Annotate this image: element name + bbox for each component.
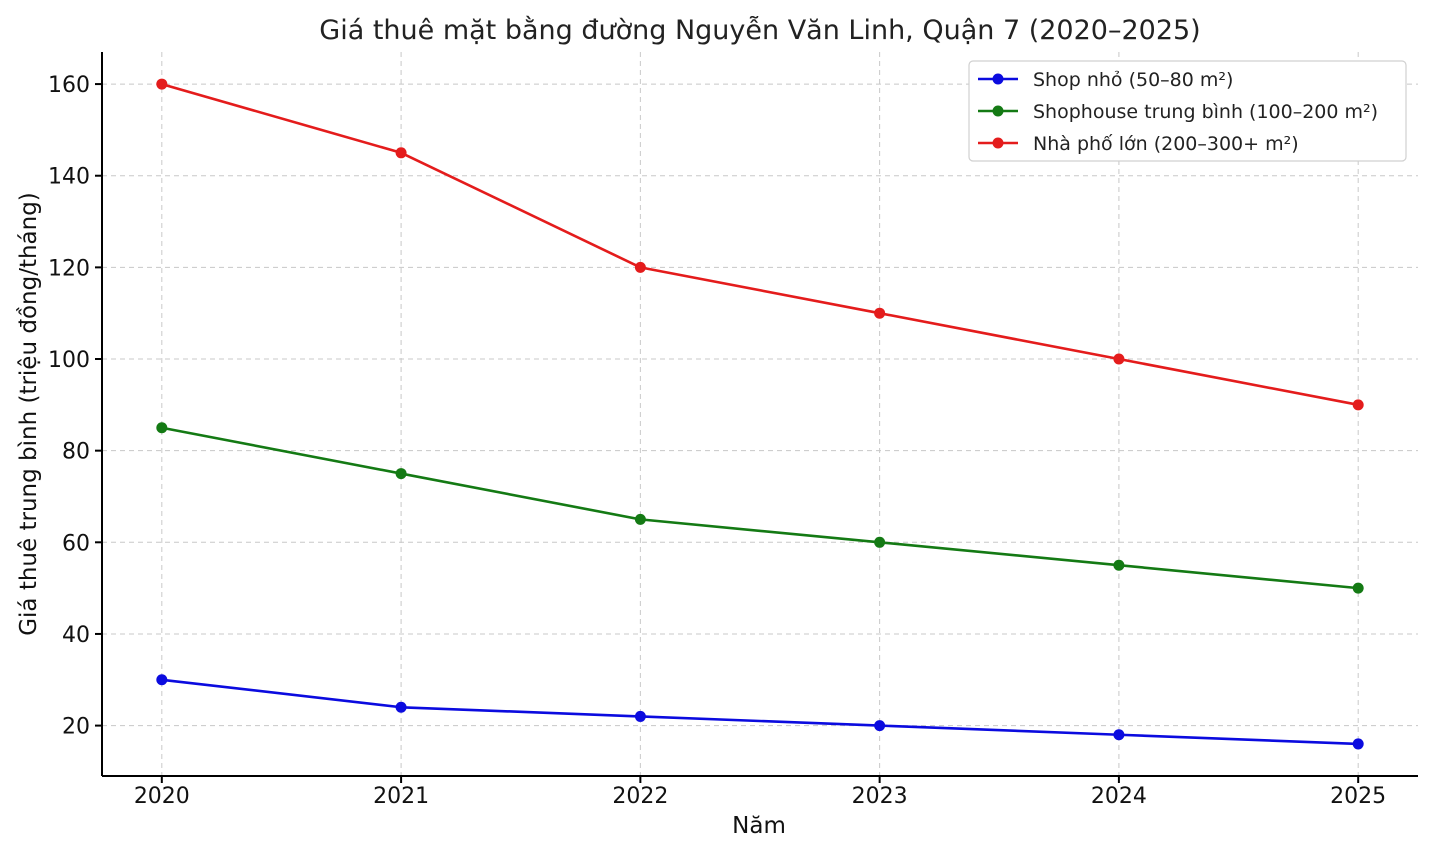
- data-point: [874, 720, 886, 732]
- legend-marker: [992, 73, 1004, 85]
- data-point: [1352, 582, 1364, 594]
- data-point: [634, 710, 646, 722]
- y-ticks: 20 40 60 80 100 120 140 160: [48, 73, 102, 740]
- series-2: [156, 422, 1364, 594]
- data-point: [1352, 738, 1364, 750]
- series-3: [156, 78, 1364, 411]
- data-point: [874, 536, 886, 548]
- data-point: [156, 674, 168, 686]
- legend-item: Shop nhỏ (50–80 m²): [978, 69, 1233, 91]
- series-line: [161, 426, 1359, 590]
- data-point: [395, 468, 407, 480]
- y-tick-label: 60: [62, 531, 90, 556]
- series-group: [156, 78, 1364, 750]
- x-tick-label: 2020: [134, 784, 190, 809]
- x-tick-label: 2025: [1330, 784, 1386, 809]
- y-tick-label: 140: [48, 165, 90, 190]
- legend-label: Nhà phố lớn (200–300+ m²): [1033, 133, 1299, 155]
- x-tick-label: 2024: [1091, 784, 1147, 809]
- chart-title: Giá thuê mặt bằng đường Nguyễn Văn Linh,…: [319, 15, 1200, 46]
- axes: [101, 52, 1418, 777]
- legend: Shop nhỏ (50–80 m²) Shophouse trung bình …: [968, 60, 1407, 162]
- x-tick-label: 2021: [373, 784, 429, 809]
- y-tick-label: 160: [48, 73, 90, 98]
- x-tick-label: 2023: [852, 784, 908, 809]
- y-tick-label: 20: [62, 715, 90, 740]
- legend-marker: [992, 137, 1004, 149]
- legend-item: Shophouse trung bình (100–200 m²): [978, 101, 1378, 123]
- y-tick-label: 120: [48, 256, 90, 281]
- legend-box: [968, 60, 1407, 162]
- grid-lines: [102, 52, 1418, 776]
- data-point: [1113, 353, 1125, 365]
- data-point: [1113, 729, 1125, 741]
- data-point: [395, 701, 407, 713]
- data-point: [1352, 399, 1364, 411]
- y-tick-label: 80: [62, 440, 90, 465]
- legend-label: Shop nhỏ (50–80 m²): [1033, 69, 1233, 91]
- data-point: [395, 147, 407, 159]
- x-ticks: 2020 2021 2022 2023 2024 2025: [134, 776, 1386, 809]
- data-point: [156, 78, 168, 90]
- y-axis-label: Giá thuê trung bình (triệu đồng/tháng): [16, 192, 42, 636]
- x-tick-label: 2022: [612, 784, 668, 809]
- data-point: [874, 307, 886, 319]
- y-tick-label: 100: [48, 348, 90, 373]
- data-point: [156, 422, 168, 434]
- data-point: [1113, 559, 1125, 571]
- legend-marker: [992, 105, 1004, 117]
- legend-item: Nhà phố lớn (200–300+ m²): [978, 133, 1299, 155]
- y-tick-label: 40: [62, 623, 90, 648]
- legend-label: Shophouse trung bình (100–200 m²): [1033, 101, 1378, 123]
- series-line: [161, 82, 1359, 407]
- x-axis-label: Năm: [732, 813, 786, 839]
- data-point: [634, 261, 646, 273]
- series-line: [161, 678, 1359, 746]
- series-1: [156, 674, 1364, 750]
- data-point: [634, 513, 646, 525]
